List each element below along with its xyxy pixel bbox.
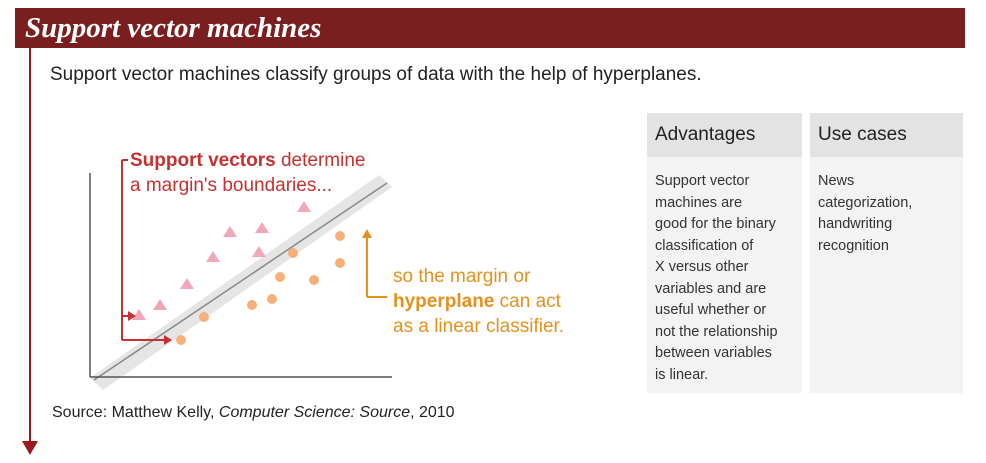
hyperplane-text-1: so the margin or bbox=[393, 266, 531, 287]
arrow-down-icon bbox=[22, 441, 38, 455]
advantages-line: Support vector bbox=[655, 173, 750, 189]
advantages-line: machines are bbox=[655, 194, 743, 211]
hyperplane-line bbox=[93, 182, 388, 381]
support-vectors-annotation: Support vectors determine a margin's bou… bbox=[130, 148, 365, 198]
hyperplane-annotation: so the margin or hyperplane can act as a… bbox=[393, 264, 564, 339]
class-a-point bbox=[255, 222, 269, 233]
svm-diagram bbox=[89, 159, 392, 390]
class-a-point bbox=[252, 246, 266, 257]
advantages-line: good for the binary bbox=[655, 216, 776, 232]
class-b-point bbox=[309, 275, 319, 285]
class-b-point bbox=[267, 294, 277, 304]
hyperplane-term: hyperplane bbox=[393, 291, 495, 312]
advantages-body: Support vector machines are good for the b… bbox=[647, 157, 802, 386]
arrow-right-icon bbox=[164, 335, 172, 345]
source-suffix: , 2010 bbox=[410, 404, 455, 421]
hyperplane-text-2: can act bbox=[494, 291, 561, 312]
advantages-heading: Advantages bbox=[647, 113, 802, 157]
intro-text: Support vector machines classify groups … bbox=[50, 64, 702, 85]
support-bracket bbox=[121, 159, 128, 340]
class-b-point bbox=[275, 272, 285, 282]
margin-band bbox=[90, 175, 392, 390]
source-title: Computer Science: Source bbox=[218, 404, 411, 421]
advantages-panel: Advantages Support vector machines are goo… bbox=[647, 113, 802, 393]
support-vectors-term: Support vectors bbox=[130, 150, 276, 171]
page-title: Support vector machines bbox=[25, 12, 322, 44]
class-a-point bbox=[206, 251, 220, 262]
class-a-point bbox=[153, 299, 167, 310]
advantages-line: between variables bbox=[655, 345, 772, 361]
hyperplane-text-3: as a linear classifier. bbox=[393, 316, 565, 337]
class-a-point bbox=[297, 201, 311, 212]
class-a-point bbox=[180, 278, 194, 289]
class-b-point bbox=[176, 335, 186, 345]
use-cases-line: handwriting bbox=[818, 216, 893, 232]
class-b-point bbox=[247, 300, 257, 310]
class-b-point bbox=[335, 258, 345, 268]
source-prefix: Source: Matthew Kelly, bbox=[52, 404, 219, 421]
class-b-point bbox=[335, 231, 345, 241]
advantages-line: useful whether or bbox=[655, 302, 767, 318]
class-a-point bbox=[132, 309, 146, 320]
use-cases-heading: Use cases bbox=[810, 113, 963, 157]
use-cases-line: recognition bbox=[818, 237, 889, 254]
support-vectors-text: determine bbox=[275, 150, 366, 171]
advantages-line: X versus other bbox=[655, 259, 749, 275]
class-b-point bbox=[288, 248, 298, 258]
support-vectors-text-2: a margin's boundaries... bbox=[130, 175, 333, 196]
source-citation: Source: Matthew Kelly, Computer Science:… bbox=[52, 404, 455, 422]
vertical-rule bbox=[29, 48, 31, 446]
use-cases-line: categorization, bbox=[818, 194, 913, 211]
use-cases-body: News categorization, handwriting recognitio… bbox=[810, 157, 963, 257]
class-b-point bbox=[199, 312, 209, 322]
use-cases-line: News bbox=[818, 173, 855, 189]
arrow-up-icon bbox=[362, 229, 372, 238]
header-bar: Support vector machines bbox=[15, 8, 965, 48]
advantages-line: not the relationship bbox=[655, 323, 778, 340]
class-a-point bbox=[223, 226, 237, 237]
advantages-line: is linear. bbox=[655, 366, 709, 383]
advantages-line: classification of bbox=[655, 237, 754, 254]
advantages-line: variables and are bbox=[655, 280, 767, 297]
use-cases-panel: Use cases News categorization, handwriting… bbox=[810, 113, 963, 393]
arrow-right-icon bbox=[128, 311, 136, 321]
